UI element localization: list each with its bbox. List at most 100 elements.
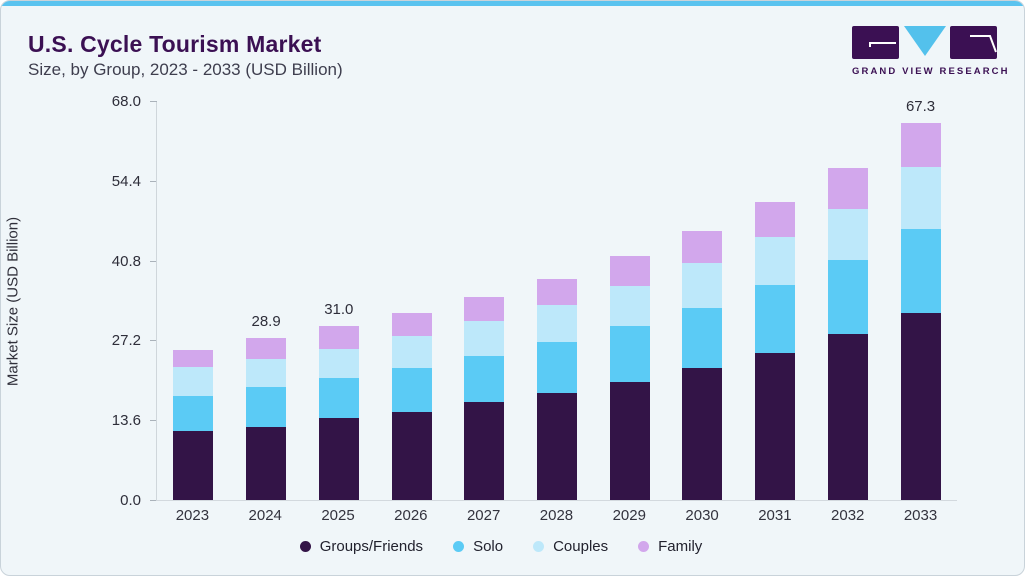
bar-slot-2030 xyxy=(666,102,738,500)
y-tick-label: 0.0 xyxy=(120,492,141,509)
x-tick-label-2032: 2032 xyxy=(831,507,865,524)
bar-2031 xyxy=(755,202,796,500)
x-tick-label-2023: 2023 xyxy=(175,507,210,524)
y-axis-title: Market Size (USD Billion) xyxy=(4,216,22,387)
bar-slot-2029 xyxy=(594,102,666,500)
segment-solo-2032 xyxy=(827,259,868,334)
plot-area: 28.9 31.0 67.3 xyxy=(156,98,957,501)
segment-solo-2027 xyxy=(464,355,505,403)
segment-couples-2029 xyxy=(609,286,650,327)
segment-couples-2031 xyxy=(755,237,796,286)
segment-couples-2028 xyxy=(536,304,577,343)
segment-groups-friends-2025 xyxy=(318,418,359,500)
logo-wordmark: GRAND VIEW RESEARCH xyxy=(852,66,1010,77)
segment-family-2033 xyxy=(900,122,941,168)
y-tick-mark xyxy=(150,500,157,501)
segment-solo-2031 xyxy=(755,285,796,354)
bar-2023 xyxy=(173,349,214,500)
segment-groups-friends-2024 xyxy=(246,426,287,500)
bar-2024 xyxy=(246,338,287,500)
y-axis-ticks: 0.0 13.6 27.2 40.8 54.4 68.0 xyxy=(1,93,157,509)
segment-solo-2028 xyxy=(536,342,577,393)
legend-label: Groups/Friends xyxy=(319,538,424,555)
bar-slot-2026 xyxy=(376,102,448,500)
gvr-logo: GRAND VIEW RESEARCH xyxy=(852,26,1010,77)
legend-label: Couples xyxy=(553,538,609,555)
segment-couples-2023 xyxy=(173,367,214,397)
y-tick-mark xyxy=(150,180,157,182)
segment-family-2030 xyxy=(682,230,723,263)
bar-slot-2032 xyxy=(812,102,884,500)
segment-family-2029 xyxy=(609,256,650,287)
legend-dot-icon xyxy=(453,541,465,552)
y-tick-mark xyxy=(150,420,157,422)
segment-couples-2032 xyxy=(827,208,868,260)
bar-2027 xyxy=(464,296,505,500)
legend-dot-icon xyxy=(299,541,311,552)
gvr-logo-marks xyxy=(852,26,997,60)
x-tick-label-2026: 2026 xyxy=(394,507,428,524)
bar-slot-2024: 28.9 xyxy=(230,102,302,500)
segment-solo-2023 xyxy=(173,396,214,432)
x-tick-label-2029: 2029 xyxy=(612,507,646,524)
bar-2025 xyxy=(318,326,359,500)
segment-groups-friends-2033 xyxy=(900,313,941,500)
x-tick-label-2025: 2025 xyxy=(321,507,355,524)
segment-groups-friends-2026 xyxy=(391,412,432,500)
logo-v-triangle-icon xyxy=(903,26,946,56)
segment-solo-2033 xyxy=(900,229,941,314)
segment-groups-friends-2023 xyxy=(173,431,214,500)
segment-solo-2030 xyxy=(682,308,723,368)
bar-2032 xyxy=(827,168,868,500)
segment-groups-friends-2032 xyxy=(827,333,868,500)
legend-label: Solo xyxy=(473,538,504,555)
bar-2029 xyxy=(609,256,650,500)
x-tick-label-2033: 2033 xyxy=(903,507,938,524)
segment-groups-friends-2028 xyxy=(536,392,577,500)
bar-slot-2028 xyxy=(521,102,593,500)
legend-item-couples: Couples xyxy=(533,538,608,555)
y-tick-label: 40.8 xyxy=(111,252,141,270)
segment-family-2028 xyxy=(536,279,577,305)
segment-family-2032 xyxy=(827,168,868,209)
x-tick-label-2030: 2030 xyxy=(685,507,719,524)
y-tick-label: 68.0 xyxy=(111,93,141,110)
bar-slot-2033: 67.3 xyxy=(885,98,957,500)
segment-solo-2025 xyxy=(318,377,359,419)
x-tick-label-2031: 2031 xyxy=(758,507,792,524)
segment-family-2031 xyxy=(755,202,796,238)
bars-container: 28.9 31.0 67.3 xyxy=(157,98,957,500)
segment-family-2024 xyxy=(246,338,287,360)
legend-item-solo: Solo xyxy=(453,538,503,555)
logo-r-block-icon xyxy=(950,26,997,59)
bar-2030 xyxy=(682,230,723,500)
bar-slot-2031 xyxy=(739,102,811,500)
y-tick-mark xyxy=(150,260,157,262)
segment-couples-2027 xyxy=(464,320,505,356)
accent-top-strip xyxy=(1,1,1024,6)
x-axis-labels: 2023 2024 2025 2026 2027 2028 2029 2030 2031 2032… xyxy=(156,507,957,524)
bar-2026 xyxy=(391,313,432,500)
legend-dot-icon xyxy=(533,541,545,552)
segment-family-2023 xyxy=(173,349,214,368)
logo-g-block-icon xyxy=(852,26,899,59)
legend-item-family: Family xyxy=(638,538,702,555)
legend-dot-icon xyxy=(638,541,650,552)
segment-family-2026 xyxy=(391,313,432,336)
segment-couples-2026 xyxy=(391,335,432,369)
segment-solo-2029 xyxy=(609,326,650,383)
x-tick-label-2028: 2028 xyxy=(539,507,574,524)
legend-item-groups-friends: Groups/Friends xyxy=(299,538,424,555)
y-tick-mark xyxy=(150,101,157,102)
segment-groups-friends-2031 xyxy=(755,353,796,500)
x-tick-label-2024: 2024 xyxy=(248,507,282,524)
segment-groups-friends-2027 xyxy=(464,402,505,500)
bar-total-label-2024: 28.9 xyxy=(251,313,281,330)
y-tick-label: 27.2 xyxy=(111,332,141,350)
segment-couples-2033 xyxy=(900,167,941,230)
segment-couples-2025 xyxy=(318,348,359,378)
segment-family-2025 xyxy=(318,326,359,349)
y-tick-mark xyxy=(150,340,157,342)
